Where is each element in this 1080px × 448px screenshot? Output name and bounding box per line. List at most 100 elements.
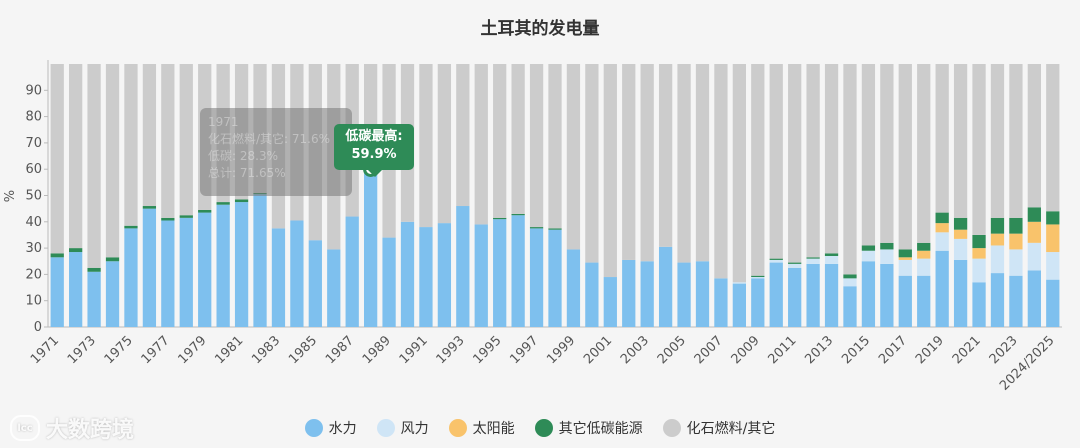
bar-segment (1009, 249, 1023, 276)
bar-segment (898, 259, 912, 276)
x-tick-label: 2015 (839, 333, 873, 367)
bar-segment (308, 240, 322, 327)
bar-segment (935, 212, 949, 224)
x-tick-label: 1971 (28, 333, 62, 367)
bar-segment (50, 257, 64, 327)
legend-label: 水力 (328, 421, 357, 437)
bar-segment (806, 64, 820, 258)
watermark-logo: lcc 大数跨境 (10, 412, 134, 444)
bar-segment (493, 217, 507, 220)
bar-segment (142, 208, 157, 327)
bar-segment (161, 220, 175, 327)
bar-segment (1027, 242, 1041, 271)
bar-segment (511, 213, 525, 216)
bar-segment (824, 253, 839, 256)
legend-label: 其它低碳能源 (558, 421, 643, 437)
bar-segment (990, 217, 1005, 234)
x-tick-label: 2017 (876, 333, 910, 367)
bar-segment (603, 277, 617, 327)
legend-item[interactable]: 太阳能 (448, 418, 515, 438)
x-tick-label: 2013 (802, 333, 836, 367)
bar-segment (69, 248, 83, 253)
bar-segment (327, 249, 341, 327)
bar-segment (695, 261, 710, 327)
bar-segment (990, 233, 1005, 246)
bar-segment (511, 215, 525, 327)
bar-segment (105, 261, 120, 327)
bar-segment (935, 250, 949, 327)
bar-segment (695, 64, 710, 262)
bar-segment (419, 227, 433, 327)
x-tick-label: 1995 (471, 333, 505, 367)
bar-segment (953, 217, 968, 230)
bar-segment (953, 259, 968, 327)
legend-swatch (534, 419, 553, 437)
bar-segment (511, 64, 525, 214)
legend-item[interactable]: 风力 (376, 418, 429, 438)
bar-segment (806, 257, 820, 259)
chart-legend: 水力 风力 太阳能 其它低碳能源 化石燃料/其它 (0, 418, 1080, 438)
y-tick-label: 80 (25, 110, 42, 125)
x-tick-label: 1991 (397, 333, 431, 367)
x-tick-label: 1981 (212, 333, 246, 367)
y-tick-label: 0 (34, 320, 42, 335)
bar-segment (198, 209, 212, 213)
bar-segment (677, 262, 691, 327)
bar-segment (990, 64, 1005, 218)
bar-segment (990, 245, 1005, 274)
legend-item[interactable]: 其它低碳能源 (534, 418, 643, 438)
bar-segment (972, 258, 986, 283)
bar-segment (843, 278, 857, 287)
x-tick-label: 2007 (692, 333, 726, 367)
bar-segment (1046, 252, 1060, 280)
bar-segment (917, 242, 931, 251)
bar-segment (548, 229, 562, 327)
bar-segment (935, 223, 949, 233)
bar-segment (898, 275, 912, 327)
y-tick-label: 70 (25, 136, 42, 151)
bar-segment (1046, 211, 1060, 225)
ghost-tooltip-year: 1971 (208, 115, 239, 129)
bar-segment (732, 282, 747, 284)
bar-segment (179, 215, 193, 218)
bar-segment (548, 64, 562, 229)
y-tick-label: 10 (25, 294, 42, 309)
x-tick-label: 2003 (618, 333, 652, 367)
bar-segment (953, 229, 968, 239)
bar-segment (824, 255, 839, 264)
x-tick-label: 1993 (434, 333, 468, 367)
bar-segment (419, 64, 433, 228)
bar-segment (198, 212, 212, 327)
bar-segment (917, 275, 931, 327)
x-tick-label: 2023 (987, 333, 1021, 367)
x-tick-label: 2009 (729, 333, 763, 367)
bar-segment (105, 64, 120, 258)
legend-item[interactable]: 水力 (304, 418, 357, 438)
x-tick-label: 1987 (323, 333, 357, 367)
bar-segment (640, 261, 654, 327)
bar-segment (935, 232, 949, 251)
bar-segment (105, 257, 120, 262)
bar-segment (622, 64, 636, 260)
legend-item[interactable]: 化石燃料/其它 (662, 418, 775, 438)
bar-segment (363, 169, 378, 327)
bar-segment (456, 206, 470, 327)
bar-segment (124, 225, 138, 229)
bar-segment (769, 64, 783, 259)
bar-segment (566, 64, 581, 250)
x-tick-label: 1989 (360, 333, 394, 367)
bar-segment (788, 263, 802, 268)
bar-segment (880, 249, 894, 264)
bar-segment (788, 64, 802, 263)
bar-segment (732, 283, 747, 327)
bar-segment (917, 64, 931, 243)
bar-segment (769, 258, 783, 260)
bar-segment (1009, 64, 1023, 218)
bar-segment (179, 64, 193, 216)
bar-segment (529, 64, 544, 228)
x-tick-label: 1985 (286, 333, 320, 367)
bar-segment (124, 64, 138, 226)
bar-segment (769, 259, 783, 263)
bar-segment (751, 64, 765, 276)
x-tick-label: 1999 (544, 333, 578, 367)
